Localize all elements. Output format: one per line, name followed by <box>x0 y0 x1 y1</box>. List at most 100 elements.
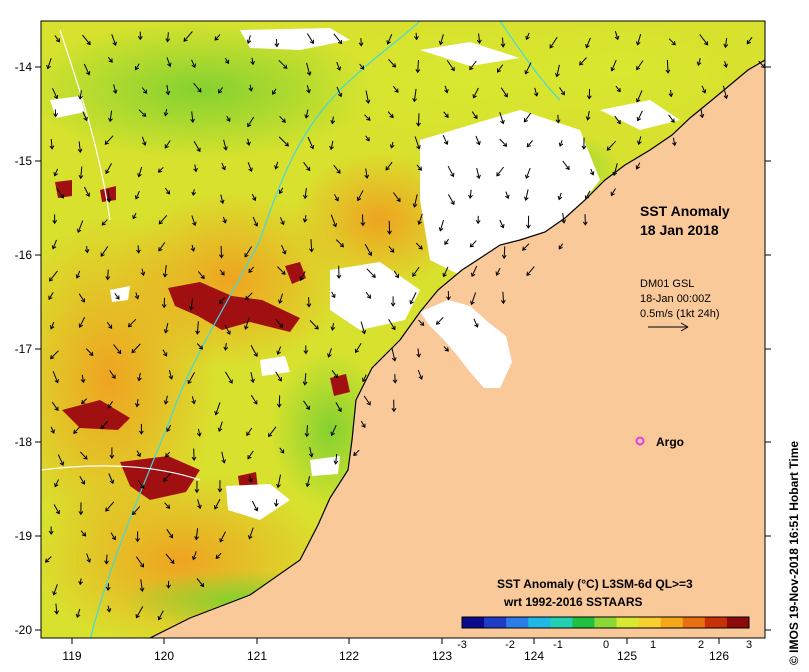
current-vector <box>724 37 728 48</box>
current-vector-head <box>417 220 423 225</box>
current-vector <box>137 245 140 253</box>
current-vector-head <box>53 113 59 118</box>
current-vector <box>79 316 86 328</box>
argo-float-marker[interactable] <box>635 436 645 446</box>
current-vector-head <box>111 535 116 541</box>
current-vector <box>558 192 562 200</box>
current-vector <box>109 370 116 379</box>
current-vector <box>137 480 145 489</box>
current-vector <box>672 137 676 146</box>
current-vector <box>215 552 222 559</box>
current-vector <box>415 242 423 250</box>
current-vector-head <box>165 453 170 458</box>
current-vector <box>613 163 618 176</box>
current-vector <box>195 528 199 540</box>
current-vector <box>614 115 621 124</box>
current-vector-head <box>329 145 334 151</box>
current-vector <box>83 63 90 75</box>
current-vector <box>107 605 110 612</box>
current-vector-head <box>217 488 223 493</box>
current-vector <box>86 245 88 253</box>
current-vector-head <box>696 61 702 66</box>
current-vector-head <box>367 251 373 257</box>
current-vector-head <box>136 452 141 458</box>
current-vector <box>79 578 82 585</box>
current-vector <box>700 109 703 118</box>
current-vector-head <box>361 329 367 335</box>
current-vector-head <box>166 62 172 68</box>
current-vector-head <box>496 172 501 177</box>
current-vector <box>141 268 144 276</box>
current-vector-head <box>78 323 84 328</box>
current-vector <box>637 110 643 121</box>
current-vector <box>192 189 195 196</box>
colorbar-swatch <box>484 617 507 628</box>
current-vector <box>166 424 172 432</box>
current-vector-head <box>224 59 230 65</box>
current-vector <box>164 108 168 116</box>
current-vector-head <box>183 37 188 42</box>
cb-label-2: 2 <box>698 639 704 651</box>
current-vector-head <box>112 89 118 94</box>
current-vector <box>610 188 616 196</box>
current-vector-head <box>636 65 641 71</box>
current-vector <box>505 191 509 199</box>
current-vector <box>78 293 85 303</box>
current-vector <box>670 89 672 97</box>
current-vector-head <box>582 221 588 226</box>
map-frame <box>40 20 766 639</box>
current-vector-head <box>469 65 474 71</box>
current-vector-head <box>244 325 249 330</box>
current-vector-head <box>284 142 289 147</box>
current-vector-head <box>188 306 194 311</box>
y-tick-20: -20 <box>15 623 33 637</box>
current-vector <box>410 292 417 304</box>
current-vector-head <box>585 116 591 121</box>
credit-text: © IMOS 19-Nov-2018 16:51 Hobart Time <box>787 441 801 665</box>
current-vector-head <box>306 89 311 94</box>
current-vector-head <box>391 63 397 68</box>
current-vector-head <box>366 294 371 299</box>
current-vector <box>724 61 727 68</box>
current-vector-head <box>226 330 231 335</box>
current-vector-head <box>194 536 199 541</box>
current-vector <box>101 219 108 226</box>
current-vector-head <box>668 93 674 98</box>
current-vector <box>585 190 591 200</box>
current-vector <box>442 134 448 145</box>
current-vector-head <box>303 350 309 355</box>
current-vector <box>165 322 169 333</box>
current-vector <box>244 246 253 258</box>
current-vector-head <box>364 174 370 179</box>
current-vector <box>168 369 173 380</box>
colorbar-swatch <box>704 617 728 628</box>
current-vector-head <box>476 140 481 146</box>
current-vector <box>471 111 478 119</box>
current-vector <box>49 270 58 282</box>
current-vector <box>275 319 283 328</box>
current-vector-head <box>52 591 57 596</box>
current-vector-head <box>76 228 82 234</box>
current-vector-head <box>337 92 343 98</box>
current-vector-head <box>390 302 396 307</box>
current-vector-head <box>278 189 284 195</box>
current-vector-head <box>163 352 168 357</box>
current-vector-head <box>163 400 169 405</box>
current-vector <box>478 33 481 44</box>
current-vector-head <box>409 300 414 305</box>
current-vector <box>277 474 281 488</box>
current-vector <box>158 166 164 173</box>
current-vector-head <box>53 94 59 100</box>
current-vector-head <box>132 510 137 516</box>
current-vector <box>330 214 337 227</box>
current-vector-head <box>80 378 86 384</box>
current-vector-head <box>246 431 251 437</box>
y-tick-15: -15 <box>15 154 33 168</box>
current-vector-head <box>450 66 455 72</box>
current-vector <box>226 115 231 122</box>
current-vector <box>471 265 478 277</box>
current-vector <box>158 214 168 225</box>
current-vector <box>100 246 109 257</box>
current-vector-head <box>246 141 251 146</box>
current-vector <box>197 499 201 509</box>
